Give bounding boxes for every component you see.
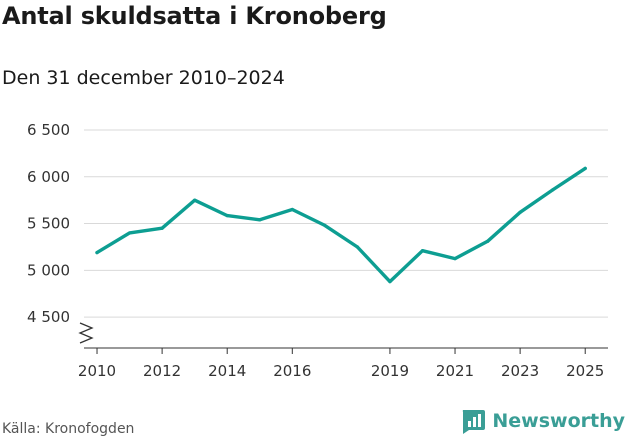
- newsworthy-logo-icon: [463, 410, 486, 434]
- data-point: [290, 207, 294, 212]
- x-axis: [78, 322, 608, 354]
- gridlines: [84, 129, 608, 318]
- y-tick-label: 4 500: [27, 308, 70, 326]
- data-point: [388, 279, 392, 284]
- data-point: [420, 249, 425, 253]
- source-note: Källa: Kronofogden: [2, 421, 135, 437]
- data-point: [225, 214, 229, 218]
- x-tick-label: 2021: [436, 362, 474, 380]
- x-tick-label: 2019: [371, 362, 409, 380]
- x-axis-labels: 2010 2012 2014 2016 2019 2021 2023 2025: [78, 362, 604, 380]
- data-point: [193, 198, 197, 202]
- x-tick-label: 2023: [501, 362, 539, 380]
- x-tick-label: 2014: [208, 362, 246, 380]
- chart-title: Antal skuldsatta i Kronoberg: [2, 2, 387, 30]
- chart-subtitle: Den 31 december 2010–2024: [2, 67, 285, 89]
- data-point: [551, 188, 555, 192]
- brand-name: Newsworthy: [492, 410, 625, 432]
- data-point: [518, 210, 522, 214]
- data-point: [583, 166, 587, 170]
- x-tick-label: 2016: [273, 362, 311, 380]
- data-point: [127, 231, 132, 235]
- axis-break-icon: [78, 322, 94, 344]
- x-tick-label: 2012: [143, 362, 181, 380]
- y-axis-labels: 4 500 5 000 5 500 6 000 6 500: [27, 121, 70, 326]
- y-tick-label: 6 500: [27, 121, 70, 139]
- data-point: [453, 257, 457, 261]
- y-tick-label: 5 500: [27, 215, 70, 233]
- data-point: [258, 218, 262, 222]
- series-line: [95, 166, 587, 284]
- data-point: [355, 245, 359, 249]
- data-point: [485, 239, 490, 243]
- x-tick-label: 2025: [566, 362, 604, 380]
- y-tick-label: 5 000: [27, 261, 70, 279]
- data-point: [160, 226, 164, 230]
- series-layer: [95, 166, 587, 284]
- data-point: [323, 223, 327, 228]
- x-tick-label: 2010: [78, 362, 116, 380]
- brand-logo: Newsworthy: [460, 408, 625, 434]
- data-point: [95, 250, 99, 255]
- y-tick-label: 6 000: [27, 168, 70, 186]
